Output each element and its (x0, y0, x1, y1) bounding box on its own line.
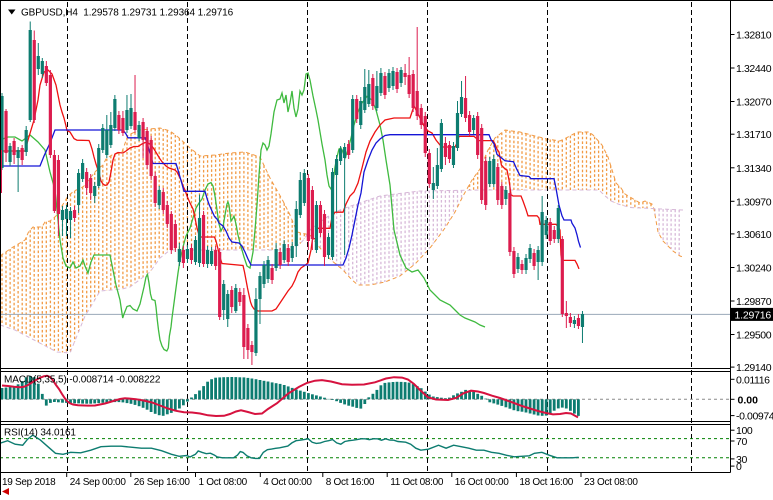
svg-text:26 Sep 16:00: 26 Sep 16:00 (134, 477, 191, 488)
svg-text:MACD(5,35,5) -0.008714 -0.0082: MACD(5,35,5) -0.008714 -0.008222 (4, 375, 161, 386)
svg-text:1.29500: 1.29500 (736, 330, 772, 342)
svg-text:1.29716: 1.29716 (735, 309, 772, 321)
svg-text:1.31340: 1.31340 (736, 163, 772, 175)
svg-text:4 Oct 00:00: 4 Oct 00:00 (263, 477, 312, 488)
svg-text:1.31710: 1.31710 (736, 129, 772, 141)
svg-text:1.30610: 1.30610 (736, 229, 772, 241)
svg-text:1.29870: 1.29870 (736, 296, 772, 308)
svg-text:-0.009741: -0.009741 (736, 411, 773, 423)
svg-text:18 Oct 16:00: 18 Oct 16:00 (519, 477, 573, 488)
svg-text:19 Sep 2018: 19 Sep 2018 (2, 477, 56, 488)
svg-text:1.30240: 1.30240 (736, 263, 772, 275)
svg-text:1 Oct 08:00: 1 Oct 08:00 (199, 477, 248, 488)
svg-text:RSI(14) 34.0161: RSI(14) 34.0161 (4, 428, 76, 439)
svg-text:23 Oct 08:00: 23 Oct 08:00 (584, 477, 638, 488)
svg-text:0.01116: 0.01116 (736, 374, 770, 386)
svg-text:1.32810: 1.32810 (736, 30, 772, 42)
svg-text:0.00: 0.00 (738, 394, 759, 406)
svg-text:8 Oct 16:00: 8 Oct 16:00 (326, 477, 375, 488)
svg-text:GBPUSD,H4 1.29578 1.29731 1.2: GBPUSD,H4 1.29578 1.29731 1.29364 1.2971… (21, 8, 234, 19)
svg-text:11 Oct 08:00: 11 Oct 08:00 (390, 477, 444, 488)
svg-text:1.32070: 1.32070 (736, 97, 772, 109)
svg-text:30: 30 (736, 454, 747, 466)
svg-text:70: 70 (736, 436, 747, 448)
svg-text:1.32440: 1.32440 (736, 63, 772, 75)
svg-text:1.30970: 1.30970 (736, 196, 772, 208)
svg-text:0: 0 (736, 461, 742, 473)
svg-text:1.29140: 1.29140 (736, 362, 772, 374)
svg-text:24 Sep 00:00: 24 Sep 00:00 (70, 477, 127, 488)
svg-text:100: 100 (736, 425, 753, 437)
svg-text:16 Oct 00:00: 16 Oct 00:00 (455, 477, 509, 488)
